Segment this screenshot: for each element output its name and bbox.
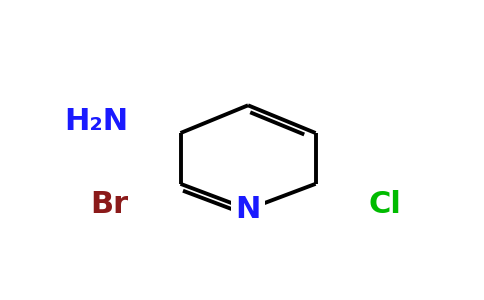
Text: Cl: Cl bbox=[368, 190, 401, 219]
Text: Br: Br bbox=[90, 190, 128, 219]
Text: N: N bbox=[235, 195, 261, 224]
Text: H₂N: H₂N bbox=[64, 107, 128, 136]
